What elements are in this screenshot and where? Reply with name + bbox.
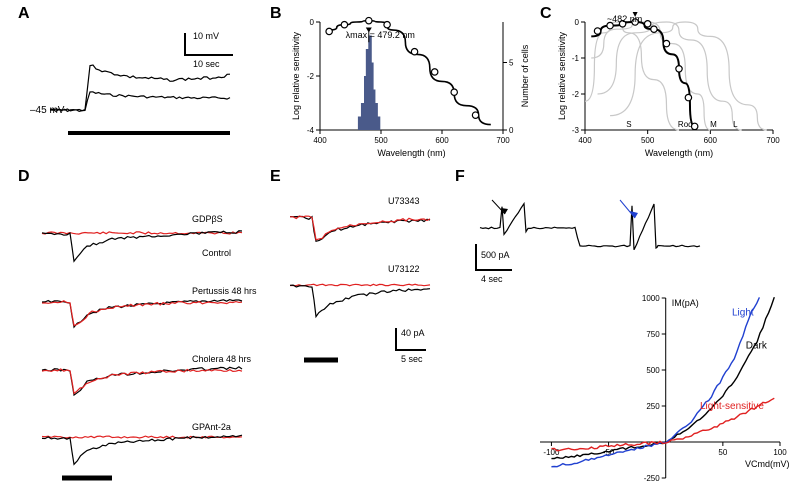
svg-text:Log relative sensitivity: Log relative sensitivity (557, 31, 567, 120)
svg-text:-2: -2 (572, 90, 580, 99)
panel-D: GDPβS Control Pertussis 48 hrs Cholera 48 h… (30, 178, 265, 496)
svg-text:400: 400 (578, 136, 592, 145)
svg-text:Log relative sensitivity: Log relative sensitivity (291, 31, 301, 120)
svg-text:0: 0 (575, 18, 580, 27)
svg-text:50: 50 (718, 448, 727, 457)
svg-text:400: 400 (313, 136, 327, 145)
svg-text:S: S (626, 120, 631, 129)
svg-text:Light-sensitive: Light-sensitive (700, 401, 764, 412)
svg-text:VCmd(mV): VCmd(mV) (745, 459, 790, 469)
svg-text:700: 700 (766, 136, 780, 145)
svg-text:U73122: U73122 (388, 264, 420, 274)
svg-text:Control: Control (202, 248, 231, 258)
svg-text:Rod: Rod (678, 120, 693, 129)
svg-text:-4: -4 (307, 126, 315, 135)
svg-text:Dark: Dark (746, 340, 768, 351)
svg-text:40 pA: 40 pA (401, 328, 425, 338)
svg-text:GDPβS: GDPβS (192, 214, 223, 224)
svg-text:Number of cells: Number of cells (520, 44, 530, 107)
svg-text:250: 250 (646, 402, 660, 411)
svg-text:4 sec: 4 sec (481, 274, 503, 284)
svg-text:10 sec: 10 sec (193, 59, 220, 69)
svg-text:-3: -3 (572, 126, 580, 135)
svg-text:L: L (733, 120, 738, 129)
svg-text:5: 5 (509, 59, 514, 68)
svg-text:500: 500 (374, 136, 388, 145)
svg-text:Wavelength (nm): Wavelength (nm) (377, 148, 445, 158)
svg-text:-1: -1 (572, 54, 580, 63)
panel-C: 400 500 600 700 0 -1 -2 -3 ~482 nm S Rod M L Waveleng… (555, 12, 790, 162)
svg-text:500: 500 (646, 366, 660, 375)
label-C: C (540, 5, 552, 23)
svg-text:-2: -2 (307, 72, 315, 81)
svg-text:500: 500 (641, 136, 655, 145)
svg-text:M: M (710, 120, 717, 129)
svg-text:600: 600 (435, 136, 449, 145)
svg-text:U73343: U73343 (388, 196, 420, 206)
svg-text:Light: Light (732, 307, 754, 318)
svg-text:750: 750 (646, 330, 660, 339)
panel-E: U73343 U73122 40 pA 5 sec (282, 178, 450, 398)
svg-text:500 pA: 500 pA (481, 250, 510, 260)
svg-text:600: 600 (704, 136, 718, 145)
label-B: B (270, 5, 282, 23)
svg-text:-250: -250 (644, 474, 661, 483)
label-A: A (18, 5, 30, 23)
svg-text:Pertussis 48 hrs: Pertussis 48 hrs (192, 286, 257, 296)
panel-B: 4005006007000-2-405λmax = 479.2 nmWavele… (288, 12, 533, 162)
label-E: E (270, 168, 281, 186)
svg-text:Cholera 48 hrs: Cholera 48 hrs (192, 354, 252, 364)
svg-text:1000: 1000 (642, 294, 660, 303)
svg-text:700: 700 (496, 136, 510, 145)
svg-text:–45 mV: –45 mV (30, 105, 65, 116)
svg-text:-100: -100 (543, 448, 560, 457)
svg-text:0: 0 (310, 18, 315, 27)
panel-A: –45 mV 10 mV 10 sec (30, 15, 260, 160)
panel-F: 500 pA4 sec-100-5050100-2502505007501000… (460, 178, 792, 496)
svg-text:Wavelength (nm): Wavelength (nm) (645, 148, 713, 158)
svg-text:λmax = 479.2 nm: λmax = 479.2 nm (346, 30, 415, 40)
svg-text:~482 nm: ~482 nm (607, 14, 642, 24)
svg-text:GPAnt-2a: GPAnt-2a (192, 422, 231, 432)
svg-text:100: 100 (773, 448, 787, 457)
svg-text:0: 0 (509, 126, 514, 135)
svg-text:IM(pA): IM(pA) (672, 298, 699, 308)
label-D: D (18, 168, 30, 186)
svg-text:10 mV: 10 mV (193, 31, 219, 41)
svg-text:5 sec: 5 sec (401, 354, 423, 364)
